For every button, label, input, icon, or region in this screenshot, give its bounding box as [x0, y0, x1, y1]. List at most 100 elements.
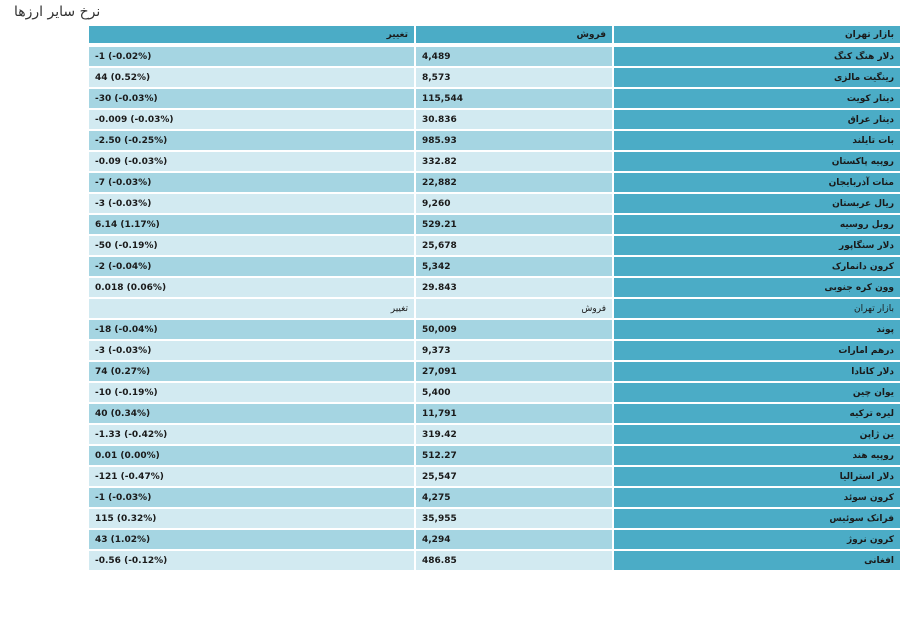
change-value: 0.01 (0.00%) [89, 446, 414, 467]
change-value: 40 (0.34%) [89, 404, 414, 425]
sell-value: 486.85 [416, 551, 612, 572]
currency-name: لیره ترکیه [614, 404, 900, 425]
currency-name: یوان چین [614, 383, 900, 404]
currency-name: بات تایلند [614, 131, 900, 152]
currency-name: کرون سوئد [614, 488, 900, 509]
sell-value: 9,260 [416, 194, 612, 215]
sell-value: 50,009 [416, 320, 612, 341]
header-change: تغییر [89, 26, 414, 47]
table-row: روپیه پاکستان 332.82 -0.09 (-0.03%) [89, 152, 900, 173]
currency-name: درهم امارات [614, 341, 900, 362]
table-row: دلار کانادا 27,091 74 (0.27%) [89, 362, 900, 383]
table-row: درهم امارات 9,373 -3 (-0.03%) [89, 341, 900, 362]
sell-value: 11,791 [416, 404, 612, 425]
change-value: 74 (0.27%) [89, 362, 414, 383]
table-row: دینار عراق 30.836 -0.009 (-0.03%) [89, 110, 900, 131]
currency-name: دلار استرالیا [614, 467, 900, 488]
change-value: -7 (-0.03%) [89, 173, 414, 194]
change-value: -3 (-0.03%) [89, 341, 414, 362]
sell-value: 5,342 [416, 257, 612, 278]
sell-value: 25,678 [416, 236, 612, 257]
sell-value: 985.93 [416, 131, 612, 152]
change-value: 43 (1.02%) [89, 530, 414, 551]
currency-name: پوند [614, 320, 900, 341]
change-value: تغییر [89, 299, 414, 320]
change-value: -1 (-0.02%) [89, 47, 414, 68]
table-row: منات آذربایجان 22,882 -7 (-0.03%) [89, 173, 900, 194]
sell-value: 512.27 [416, 446, 612, 467]
currency-name: بازار تهران [614, 299, 900, 320]
table-row: رینگیت مالزی 8,573 44 (0.52%) [89, 68, 900, 89]
table-row: روبل روسیه 529.21 6.14 (1.17%) [89, 215, 900, 236]
currency-name: وون کره جنوبی [614, 278, 900, 299]
table-row: روپیه هند 512.27 0.01 (0.00%) [89, 446, 900, 467]
table-row: ریال عربستان 9,260 -3 (-0.03%) [89, 194, 900, 215]
table-row: کرون دانمارک 5,342 -2 (-0.04%) [89, 257, 900, 278]
table-row: دینار کویت 115,544 -30 (-0.03%) [89, 89, 900, 110]
table-row: دلار استرالیا 25,547 -121 (-0.47%) [89, 467, 900, 488]
header-sell: فروش [416, 26, 612, 47]
rates-table: بازار تهران فروش تغییر دلار هنگ کنگ 4,489… [87, 26, 900, 572]
sell-value: 5,400 [416, 383, 612, 404]
currency-name: ریال عربستان [614, 194, 900, 215]
sell-value: 30.836 [416, 110, 612, 131]
change-value: -0.09 (-0.03%) [89, 152, 414, 173]
currency-name: روپیه پاکستان [614, 152, 900, 173]
sell-value: فروش [416, 299, 612, 320]
currency-name: دلار سنگاپور [614, 236, 900, 257]
currency-name: فرانک سوئیس [614, 509, 900, 530]
table-subheader-row: بازار تهران فروش تغییر [89, 299, 900, 320]
sell-value: 9,373 [416, 341, 612, 362]
table-row: دلار هنگ کنگ 4,489 -1 (-0.02%) [89, 47, 900, 68]
change-value: 44 (0.52%) [89, 68, 414, 89]
sell-value: 4,294 [416, 530, 612, 551]
currency-name: کرون دانمارک [614, 257, 900, 278]
sell-value: 4,489 [416, 47, 612, 68]
change-value: -2 (-0.04%) [89, 257, 414, 278]
table-row: افغانی 486.85 -0.56 (-0.12%) [89, 551, 900, 572]
table-row: فرانک سوئیس 35,955 115 (0.32%) [89, 509, 900, 530]
sell-value: 35,955 [416, 509, 612, 530]
sell-value: 8,573 [416, 68, 612, 89]
table-row: پوند 50,009 -18 (-0.04%) [89, 320, 900, 341]
table-row: ین ژاپن 319.42 -1.33 (-0.42%) [89, 425, 900, 446]
change-value: -121 (-0.47%) [89, 467, 414, 488]
sell-value: 29.843 [416, 278, 612, 299]
change-value: -50 (-0.19%) [89, 236, 414, 257]
currency-name: دلار کانادا [614, 362, 900, 383]
sell-value: 27,091 [416, 362, 612, 383]
currency-name: دینار عراق [614, 110, 900, 131]
sell-value: 319.42 [416, 425, 612, 446]
currency-name: روبل روسیه [614, 215, 900, 236]
sell-value: 4,275 [416, 488, 612, 509]
currency-name: دینار کویت [614, 89, 900, 110]
currency-name: افغانی [614, 551, 900, 572]
table-row: یوان چین 5,400 -10 (-0.19%) [89, 383, 900, 404]
currency-name: کرون نروژ [614, 530, 900, 551]
change-value: -18 (-0.04%) [89, 320, 414, 341]
change-value: 6.14 (1.17%) [89, 215, 414, 236]
table-row: کرون سوئد 4,275 -1 (-0.03%) [89, 488, 900, 509]
header-market: بازار تهران [614, 26, 900, 47]
sell-value: 25,547 [416, 467, 612, 488]
currency-name: منات آذربایجان [614, 173, 900, 194]
table-row: بات تایلند 985.93 -2.50 (-0.25%) [89, 131, 900, 152]
sell-value: 22,882 [416, 173, 612, 194]
change-value: -0.56 (-0.12%) [89, 551, 414, 572]
currency-name: دلار هنگ کنگ [614, 47, 900, 68]
change-value: 0.018 (0.06%) [89, 278, 414, 299]
currency-name: ین ژاپن [614, 425, 900, 446]
change-value: -0.009 (-0.03%) [89, 110, 414, 131]
change-value: -1 (-0.03%) [89, 488, 414, 509]
currency-name: روپیه هند [614, 446, 900, 467]
sell-value: 115,544 [416, 89, 612, 110]
change-value: 115 (0.32%) [89, 509, 414, 530]
sell-value: 332.82 [416, 152, 612, 173]
change-value: -2.50 (-0.25%) [89, 131, 414, 152]
table-row: لیره ترکیه 11,791 40 (0.34%) [89, 404, 900, 425]
table-row: دلار سنگاپور 25,678 -50 (-0.19%) [89, 236, 900, 257]
table-row: کرون نروژ 4,294 43 (1.02%) [89, 530, 900, 551]
change-value: -3 (-0.03%) [89, 194, 414, 215]
table-header-row: بازار تهران فروش تغییر [89, 26, 900, 47]
sell-value: 529.21 [416, 215, 612, 236]
